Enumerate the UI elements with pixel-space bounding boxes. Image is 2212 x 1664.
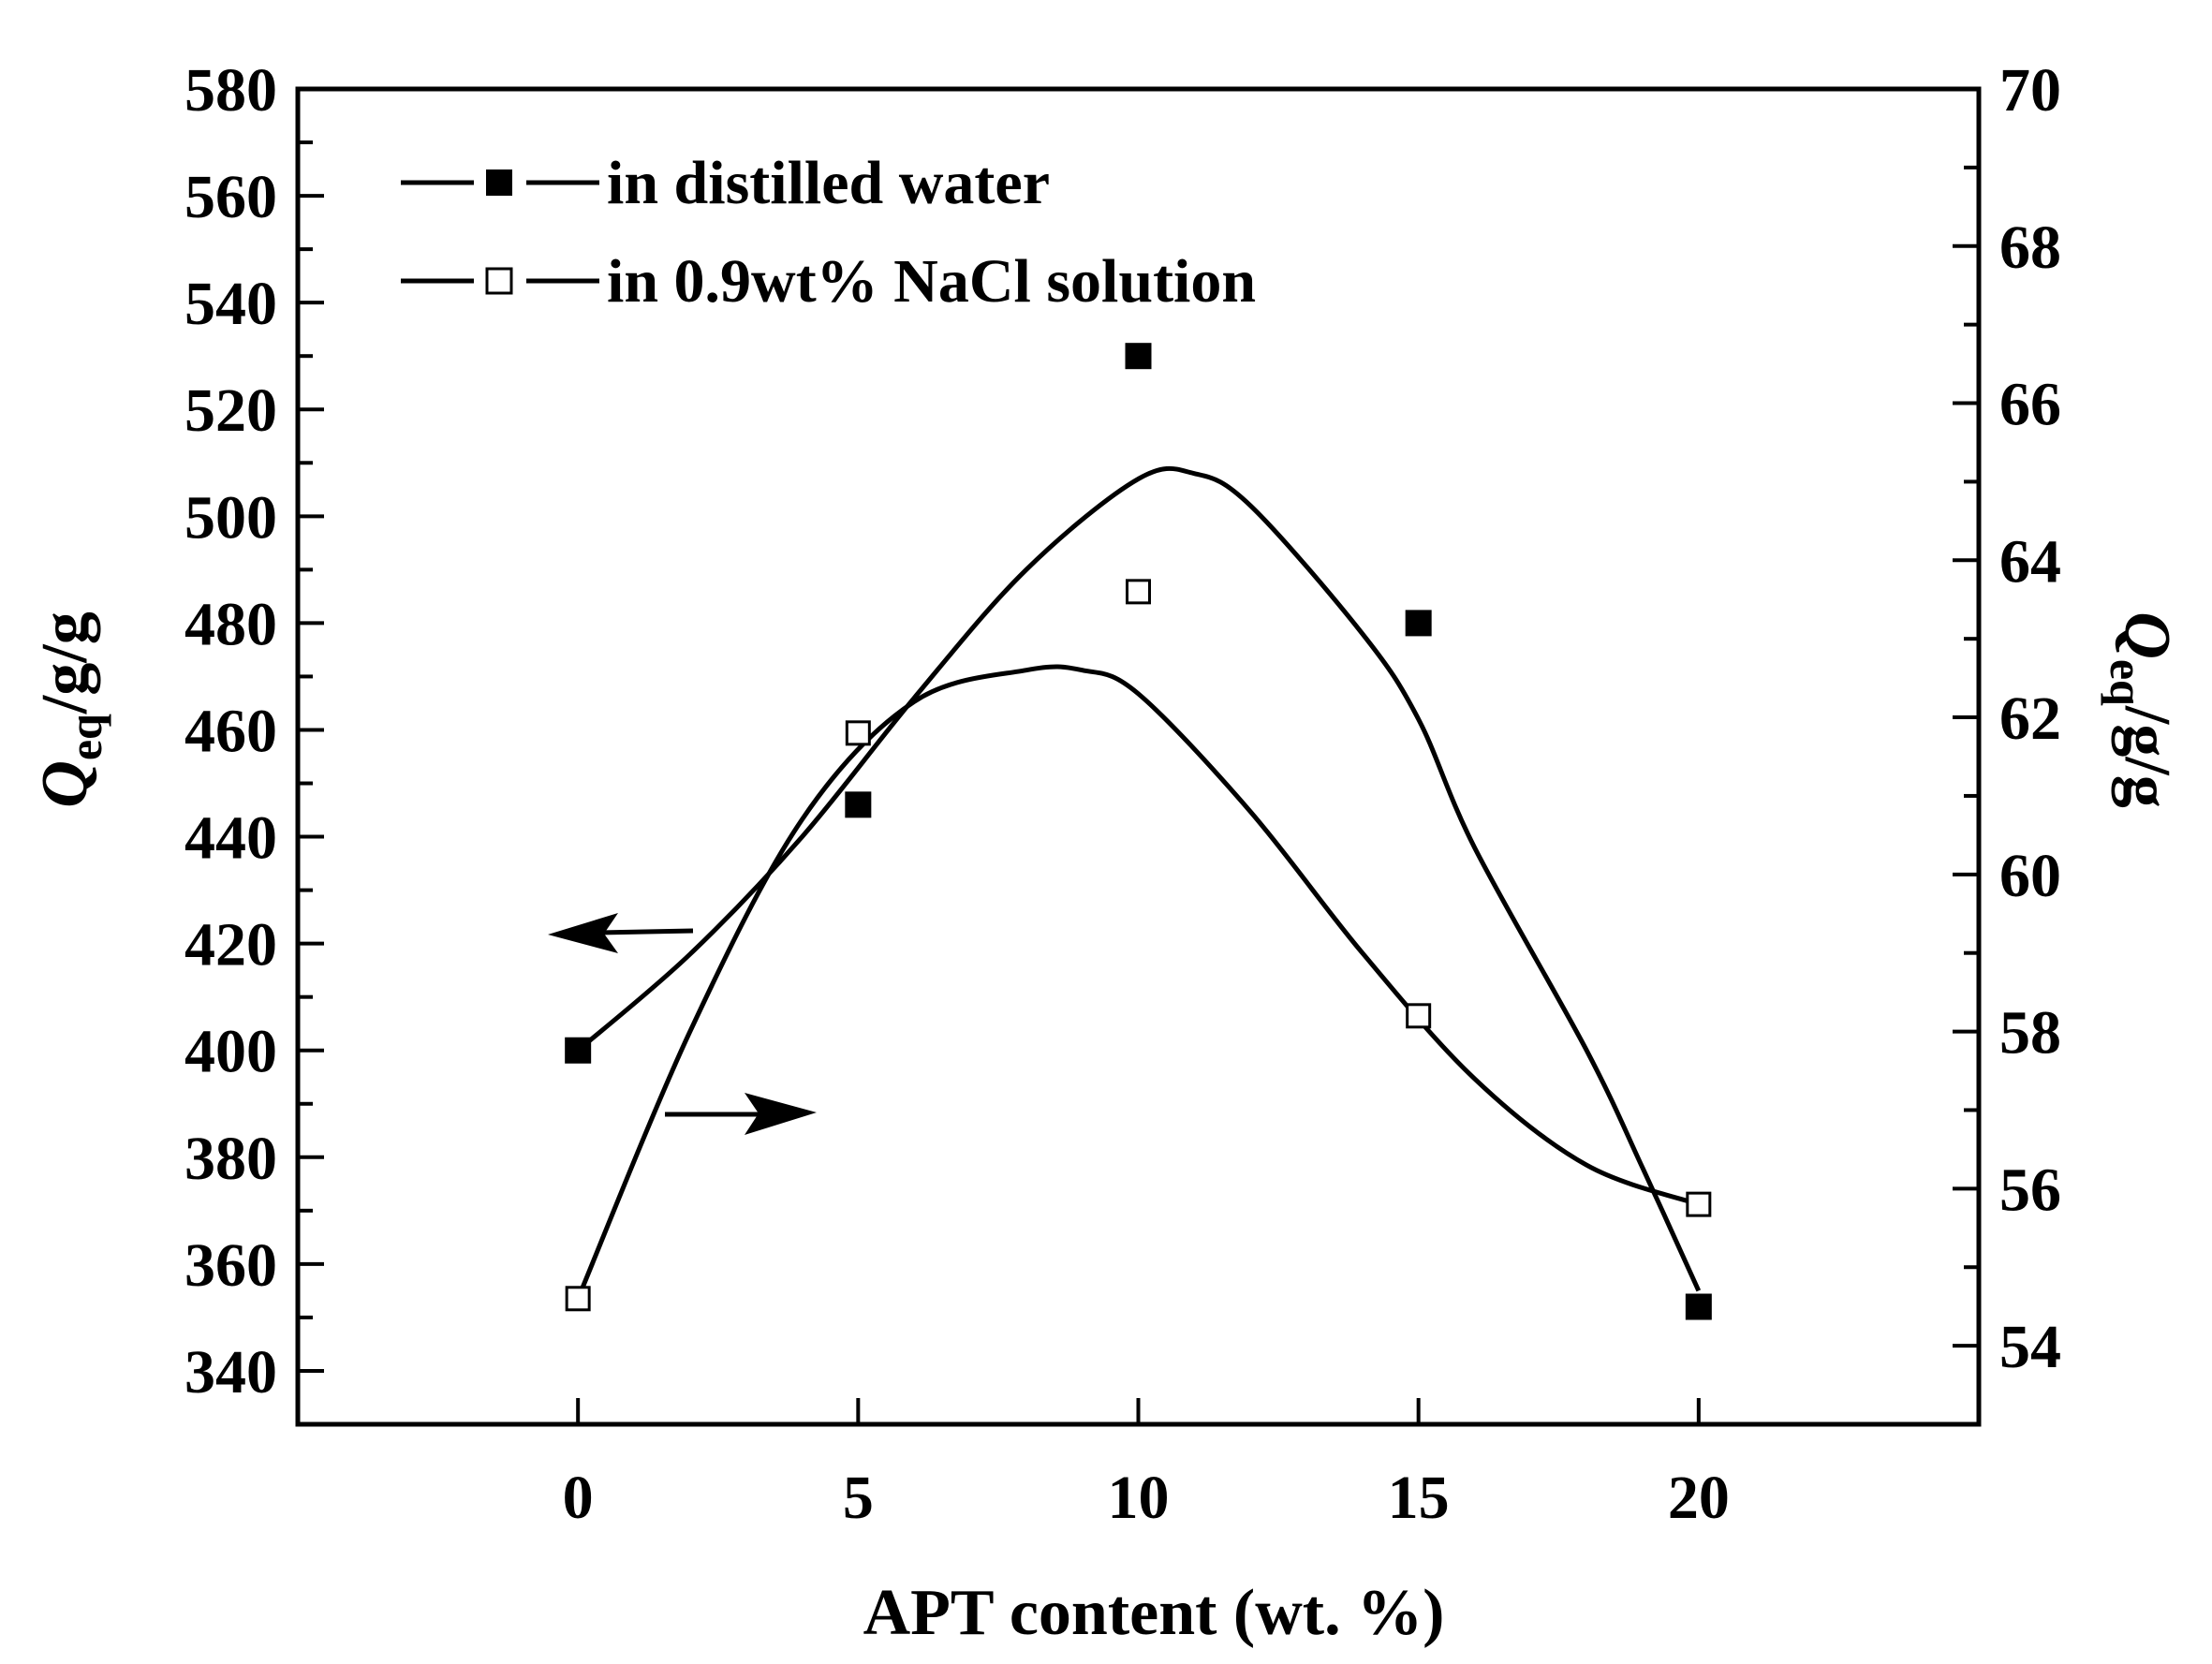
x-axis-title: APT content (wt. %) (863, 1577, 1445, 1649)
fit-curves (575, 465, 1702, 1300)
y-axis-title-left: Qeq/g/g (29, 611, 111, 807)
y-tick-label-left: 500 (184, 483, 277, 552)
y-tick-label-right: 58 (1999, 999, 2061, 1068)
y-ticks-left: 340 360 380 400 420 440 460 480 500 520 540 560 580 (184, 56, 324, 1426)
axis-arrows (548, 913, 817, 1135)
right-arrow-head (745, 1093, 817, 1135)
y-axis-title-right-rest: /g/g (2111, 705, 2183, 808)
legend-label: in 0.9wt% NaCl solution (607, 247, 1256, 316)
legend-marker (486, 169, 512, 196)
y-tick-label-left: 560 (184, 163, 277, 231)
left-arrow-shaft (598, 928, 694, 935)
y-tick-label-left: 540 (184, 270, 277, 338)
x-tick-label: 0 (563, 1464, 594, 1532)
y-tick-label-left: 360 (184, 1231, 277, 1300)
y-tick-label-left: 380 (184, 1125, 277, 1193)
y-axis-title-left-sub: eq (59, 714, 111, 760)
y-tick-label-left: 460 (184, 697, 277, 765)
y-tick-label-right: 60 (1999, 842, 2061, 910)
y-tick-label-left: 400 (184, 1018, 277, 1086)
x-tick-label: 10 (1108, 1464, 1170, 1532)
data-point-series-2 (845, 720, 871, 746)
y-axis-title-right-sub: eq (2101, 659, 2153, 706)
svg-text:Qeq/g/g: Qeq/g/g (29, 611, 111, 807)
legend-label: in distilled water (607, 149, 1050, 217)
y-tick-label-right: 68 (1999, 214, 2061, 282)
y-tick-label-right: 70 (1999, 56, 2061, 125)
data-point-series-2 (1406, 1003, 1432, 1029)
svg-text:Qeq/g/g: Qeq/g/g (2101, 611, 2183, 807)
x-tick-label: 5 (843, 1464, 874, 1532)
y-tick-label-right: 64 (1999, 527, 2061, 596)
y-tick-label-left: 440 (184, 804, 277, 873)
x-tick-label: 15 (1388, 1464, 1450, 1532)
data-point-series-2 (565, 1286, 591, 1312)
x-ticks: 0 5 10 15 20 (563, 1398, 1730, 1532)
data-point-series-2 (1126, 579, 1151, 605)
y-tick-label-left: 480 (184, 590, 277, 658)
y-ticks-right: 54 56 58 60 62 64 66 68 70 (1953, 56, 2061, 1426)
legend-marker (485, 267, 513, 295)
y-tick-label-right: 56 (1999, 1156, 2061, 1224)
fit-curve-series-2 (575, 664, 1700, 1300)
y-tick-label-right: 66 (1999, 371, 2061, 439)
data-point-series-1 (1405, 610, 1432, 637)
y-tick-label-left: 580 (184, 56, 277, 125)
data-point-series-2 (1686, 1191, 1712, 1217)
y-axis-title-left-main: Q (29, 760, 101, 808)
y-axis-title-right-main: Q (2111, 611, 2183, 659)
legend: in distilled water in 0.9wt% NaCl solutio… (401, 149, 1256, 316)
data-point-series-1 (1685, 1293, 1712, 1320)
data-point-series-1 (565, 1037, 592, 1064)
data-markers (565, 343, 1712, 1320)
fit-curve-series-1 (576, 465, 1702, 1292)
y-tick-label-left: 420 (184, 911, 277, 979)
x-tick-label: 20 (1668, 1464, 1730, 1532)
data-point-series-1 (1125, 343, 1152, 370)
y-tick-label-right: 62 (1999, 685, 2061, 753)
y-axis-title-right: Qeq/g/g (2101, 611, 2183, 807)
left-arrow-head (548, 913, 618, 953)
y-tick-label-left: 520 (184, 376, 277, 445)
y-axis-title-left-rest: /g/g (29, 611, 101, 714)
y-tick-label-left: 340 (184, 1338, 277, 1406)
y-tick-label-right: 54 (1999, 1313, 2061, 1381)
data-point-series-1 (845, 791, 872, 818)
